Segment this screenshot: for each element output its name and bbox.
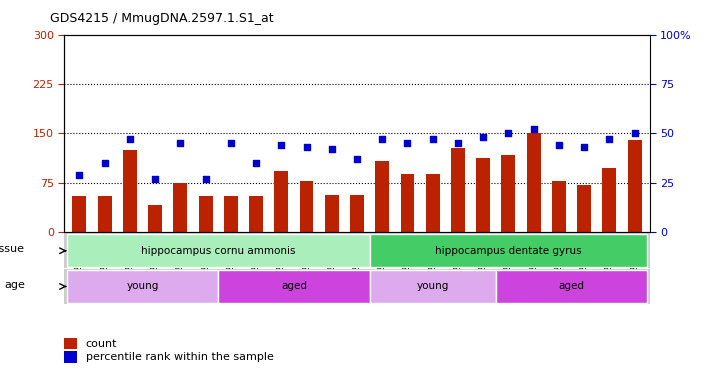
Point <box>99 160 111 166</box>
Bar <box>376 161 389 232</box>
Text: young: young <box>126 281 159 291</box>
Point <box>225 140 236 146</box>
Bar <box>198 196 213 232</box>
Point <box>528 126 539 132</box>
Bar <box>123 150 137 232</box>
Text: GDS4215 / MmugDNA.2597.1.S1_at: GDS4215 / MmugDNA.2597.1.S1_at <box>50 12 273 25</box>
Point <box>74 172 85 178</box>
Point <box>124 136 136 142</box>
Text: percentile rank within the sample: percentile rank within the sample <box>86 352 273 362</box>
Bar <box>603 168 616 232</box>
Bar <box>67 234 370 267</box>
Point <box>427 136 438 142</box>
Bar <box>370 270 496 303</box>
Bar <box>401 174 414 232</box>
Point <box>503 131 514 137</box>
Text: count: count <box>86 339 117 349</box>
Point <box>553 142 565 148</box>
Point <box>402 140 413 146</box>
Bar <box>224 196 238 232</box>
Bar <box>527 134 540 232</box>
Bar <box>552 181 565 232</box>
Text: hippocampus dentate gyrus: hippocampus dentate gyrus <box>435 246 582 256</box>
Point <box>603 136 615 142</box>
Bar <box>350 195 364 232</box>
Point <box>175 140 186 146</box>
Bar <box>72 196 86 232</box>
Point <box>376 136 388 142</box>
Bar <box>577 185 591 232</box>
Bar <box>628 140 642 232</box>
Text: hippocampus cornu ammonis: hippocampus cornu ammonis <box>141 246 296 256</box>
Text: young: young <box>416 281 449 291</box>
Bar <box>249 196 263 232</box>
Point <box>478 134 489 141</box>
Text: tissue: tissue <box>0 244 25 254</box>
Bar <box>451 148 465 232</box>
Point <box>351 156 363 162</box>
Point <box>200 176 211 182</box>
Bar <box>300 181 313 232</box>
Bar <box>218 270 370 303</box>
Point <box>276 142 287 148</box>
Point <box>326 146 338 152</box>
Bar <box>174 183 187 232</box>
Bar <box>476 158 490 232</box>
Point <box>301 144 312 151</box>
Point <box>578 144 590 151</box>
Bar <box>501 154 516 232</box>
Text: aged: aged <box>281 281 307 291</box>
Bar <box>149 205 162 232</box>
Bar <box>370 234 647 267</box>
Point <box>251 160 262 166</box>
Bar <box>496 270 647 303</box>
Text: age: age <box>4 280 25 290</box>
Bar <box>325 195 338 232</box>
Point <box>629 131 640 137</box>
Bar <box>274 171 288 232</box>
Point <box>149 176 161 182</box>
Point <box>452 140 463 146</box>
Bar <box>98 196 111 232</box>
Bar <box>426 174 440 232</box>
Bar <box>67 270 218 303</box>
Text: aged: aged <box>558 281 585 291</box>
